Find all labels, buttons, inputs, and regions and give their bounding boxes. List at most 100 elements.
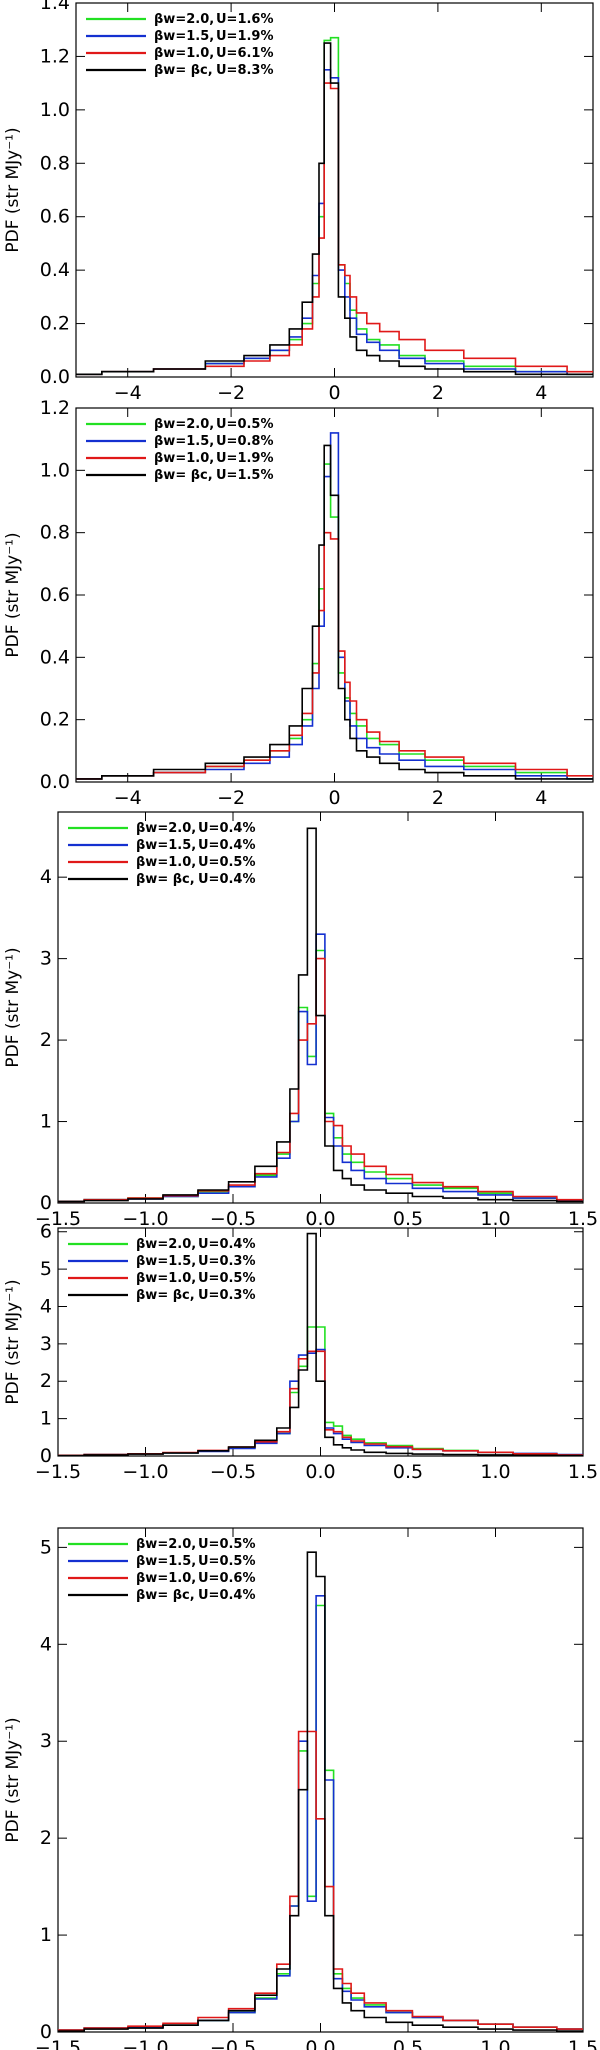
legend-beta-label: βw=2.0, [154,417,214,432]
legend-beta-label: βw=1.5, [154,29,214,44]
legend-u-label: U=1.9% [216,451,274,466]
y-tick-label: 0 [40,2021,52,2043]
legend-u-label: U=6.1% [216,46,274,61]
legend-beta-label: βw=1.0, [136,855,196,870]
y-tick-label: 1 [40,1408,52,1430]
y-tick-label: 1.2 [40,397,70,419]
x-tick-label: −2 [217,382,245,404]
y-tick-label: 1.0 [40,99,70,121]
legend-beta-label: βw= βc, [154,468,213,483]
legend-beta-label: βw= βc, [136,1588,195,1603]
y-tick-label: 5 [40,1258,52,1280]
series-green-line [58,1604,583,2031]
legend-beta-label: βw= βc, [136,1288,195,1303]
legend-u-label: U=0.4% [198,838,256,853]
legend-beta-label: βw= βc, [154,63,213,78]
y-axis-label: PDF (str MJy⁻¹) [3,1717,23,1842]
y-tick-label: 4 [40,1295,52,1317]
series-black-line [58,1551,583,2032]
y-tick-label: 0.8 [40,152,70,174]
x-tick-label: 1.5 [568,2037,598,2050]
y-tick-label: 0.4 [40,259,70,281]
legend-u-label: U=0.5% [216,417,274,432]
series-black-line [76,444,593,780]
legend-u-label: U=0.4% [198,1237,256,1252]
legend-beta-label: βw=1.5, [136,838,196,853]
series-red-line [58,1730,583,2031]
y-tick-label: 1 [40,1924,52,1946]
series-green-line [58,949,583,1203]
y-axis-label: PDF (str MJy⁻¹) [3,532,23,657]
series-red-line [76,531,593,780]
y-tick-label: 4 [40,1633,52,1655]
y-tick-label: 3 [40,948,52,970]
series-green-line [76,463,593,780]
x-tick-label: 1.0 [480,2037,510,2050]
legend-u-label: U=0.4% [198,872,256,887]
y-tick-label: 3 [40,1730,52,1752]
x-tick-label: 4 [535,787,547,809]
x-tick-label: 1.5 [568,1208,598,1230]
x-tick-label: −1.5 [35,2037,81,2050]
legend-u-label: U=0.3% [198,1288,256,1303]
y-tick-label: 1 [40,1111,52,1133]
legend-u-label: U=1.5% [216,468,274,483]
legend-beta-label: βw=1.0, [154,46,214,61]
y-tick-label: 0.0 [40,771,70,793]
series-black-line [76,42,593,376]
y-tick-label: 0.6 [40,584,70,606]
y-axis-label: PDF (str MJy⁻¹) [3,1279,23,1404]
y-tick-label: 1.0 [40,459,70,481]
y-tick-label: 0 [40,1192,52,1214]
legend-u-label: U=0.5% [198,1537,256,1552]
legend-beta-label: βw=1.5, [154,434,214,449]
x-tick-label: 0.5 [393,2037,423,2050]
x-tick-label: 0.0 [305,1208,335,1230]
y-tick-label: 1.4 [40,0,70,14]
legend-u-label: U=1.6% [216,12,274,27]
x-tick-label: 0.5 [393,1461,423,1483]
series-black-line [58,827,583,1203]
y-tick-label: 0.2 [40,709,70,731]
series-blue-line [58,1348,583,1456]
legend-u-label: U=0.4% [198,821,256,836]
y-tick-label: 0.0 [40,366,70,388]
legend-u-label: U=0.8% [216,434,274,449]
y-axis-label: PDF (str My⁻¹) [3,947,23,1067]
legend-u-label: U=8.3% [216,63,274,78]
y-tick-label: 0.4 [40,646,70,668]
y-tick-label: 6 [40,1221,52,1243]
legend-beta-label: βw=2.0, [136,821,196,836]
legend-beta-label: βw=1.5, [136,1254,196,1269]
y-tick-label: 0.8 [40,522,70,544]
x-tick-label: −1.0 [122,2037,168,2050]
x-tick-label: 0 [328,787,340,809]
x-tick-label: 2 [432,787,444,809]
y-tick-label: 3 [40,1333,52,1355]
y-tick-label: 2 [40,1370,52,1392]
legend-beta-label: βw=1.0, [154,451,214,466]
x-tick-label: −1.5 [35,1461,81,1483]
x-tick-label: −0.5 [210,2037,256,2050]
legend-beta-label: βw=2.0, [136,1537,196,1552]
x-tick-label: −1.5 [35,1208,81,1230]
x-tick-label: −2 [217,787,245,809]
plot-frame-3 [57,811,584,1204]
y-tick-label: 2 [40,1827,52,1849]
legend-u-label: U=0.5% [198,1271,256,1286]
y-tick-label: 4 [40,866,52,888]
legend-u-label: U=0.5% [198,855,256,870]
x-tick-label: 2 [432,382,444,404]
legend-beta-label: βw=1.0, [136,1271,196,1286]
series-blue-line [58,1595,583,2031]
x-tick-label: 0.5 [393,1208,423,1230]
plot-frame-5 [57,1527,584,2033]
legend-beta-label: βw= βc, [136,872,195,887]
x-tick-label: −0.5 [210,1208,256,1230]
x-tick-label: 0.0 [305,2037,335,2050]
series-green-line [58,1326,583,1456]
legend-u-label: U=1.9% [216,29,274,44]
x-tick-label: 1.0 [480,1461,510,1483]
x-tick-label: 1.0 [480,1208,510,1230]
legend-u-label: U=0.5% [198,1554,256,1569]
